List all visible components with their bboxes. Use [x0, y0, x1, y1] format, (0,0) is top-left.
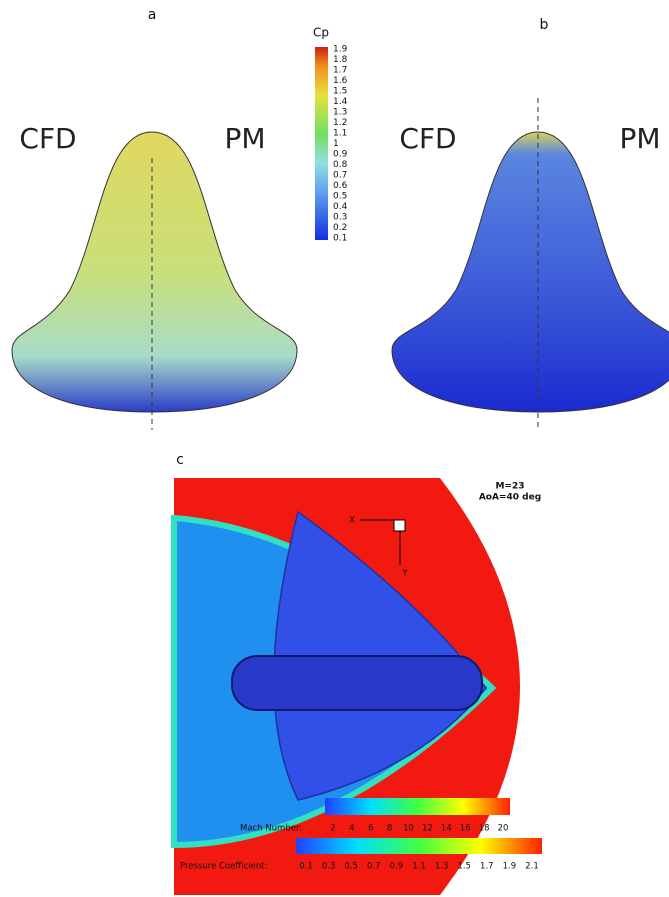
colorbar-title: Cp — [313, 26, 329, 40]
colorbar-tick-label: 1 — [333, 139, 339, 149]
axis-label: X — [349, 516, 355, 526]
panel-label: a — [148, 7, 157, 23]
colorbar-tick-label: 0.6 — [333, 181, 348, 191]
legend-tick-label: 8 — [387, 824, 392, 834]
condition: M=23 — [495, 482, 524, 492]
legend-tick-label: 20 — [498, 824, 509, 834]
method-label: PM — [619, 122, 660, 155]
legend-title: Pressure Coefficient: — [180, 862, 267, 872]
condition: AoA=40 deg — [479, 493, 541, 503]
legend-tick-label: 0.1 — [299, 862, 313, 872]
mach-colorbar — [325, 798, 510, 815]
vehicle-body — [232, 656, 482, 710]
colorbar-tick-label: 1.6 — [333, 76, 348, 86]
pressure-colorbar — [296, 838, 542, 854]
colorbar-tick-label: 1.2 — [333, 118, 347, 128]
colorbar-tick-label: 0.7 — [333, 171, 347, 181]
panel-label: b — [540, 17, 549, 33]
cp-shape-cfd-pm — [392, 132, 669, 412]
cp-shape-cfd-pm — [12, 132, 297, 412]
colorbar-tick-label: 0.2 — [333, 223, 347, 233]
colorbar-tick-label: 1.9 — [333, 45, 348, 55]
legend-tick-label: 12 — [422, 824, 433, 834]
legend-tick-label: 6 — [368, 824, 373, 834]
colorbar-tick-label: 0.3 — [333, 213, 347, 223]
legend-tick-label: 2 — [330, 824, 335, 834]
colorbar — [315, 47, 328, 240]
legend-tick-label: 0.7 — [367, 862, 381, 872]
colorbar-tick-label: 1.5 — [333, 87, 347, 97]
legend-tick-label: 1.3 — [435, 862, 449, 872]
method-label: PM — [224, 122, 265, 155]
legend-tick-label: 0.9 — [390, 862, 404, 872]
colorbar-tick-label: 1.8 — [333, 55, 348, 65]
legend-tick-label: 2.1 — [525, 862, 539, 872]
legend-tick-label: 14 — [441, 824, 452, 834]
colorbar-tick-label: 1.4 — [333, 97, 348, 107]
legend-tick-label: 0.3 — [322, 862, 336, 872]
colorbar-tick-label: 0.4 — [333, 202, 348, 212]
legend-title: Mach Number: — [240, 824, 302, 834]
colorbar-tick-label: 1.7 — [333, 66, 347, 76]
axis-origin — [394, 520, 405, 531]
colorbar-tick-label: 0.5 — [333, 192, 347, 202]
colorbar-tick-label: 0.9 — [333, 150, 348, 160]
axis-label: Y — [401, 569, 408, 579]
colorbar-ticks: 1.91.81.71.61.51.41.31.21.110.90.80.70.6… — [333, 45, 348, 244]
legend-tick-label: 18 — [479, 824, 490, 834]
legend-tick-label: 4 — [349, 824, 354, 834]
legend-tick-label: 1.7 — [480, 862, 494, 872]
legend-tick-label: 1.5 — [457, 862, 471, 872]
legend-tick-label: 1.9 — [503, 862, 517, 872]
colorbar-tick-label: 0.1 — [333, 234, 347, 244]
legend-tick-label: 1.1 — [412, 862, 426, 872]
colorbar-tick-label: 0.8 — [333, 160, 348, 170]
colorbar-tick-label: 1.1 — [333, 129, 347, 139]
method-label: CFD — [399, 122, 456, 155]
panel-label: c — [176, 452, 184, 468]
method-label: CFD — [19, 122, 76, 155]
legend-tick-label: 0.5 — [344, 862, 358, 872]
figure: a CFD PM Cp 1.91.81.71.61.51.41.31.21.11… — [0, 0, 669, 897]
legend-tick-label: 10 — [403, 824, 414, 834]
colorbar-tick-label: 1.3 — [333, 108, 347, 118]
legend-tick-label: 16 — [460, 824, 471, 834]
